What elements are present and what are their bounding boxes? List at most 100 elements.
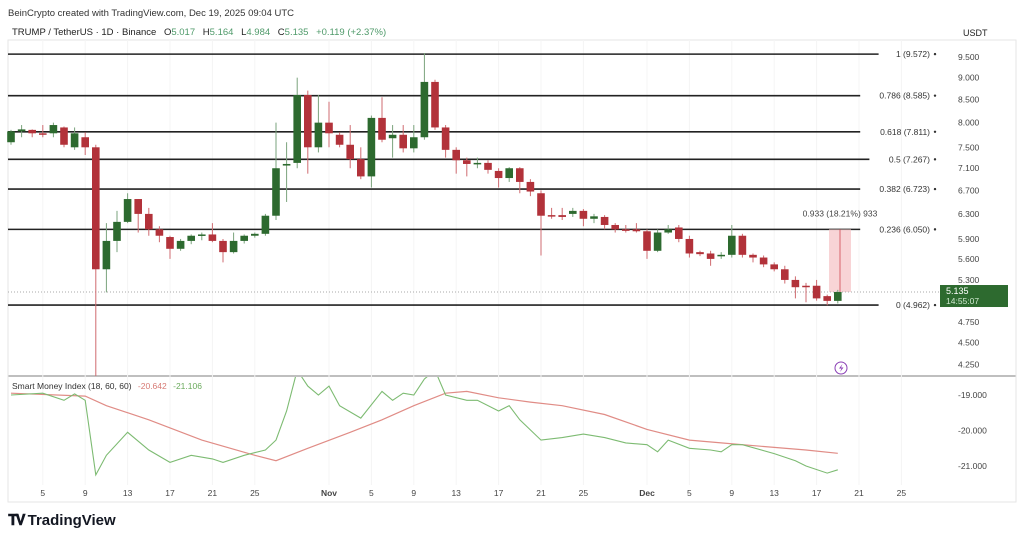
candle[interactable] [293, 77, 301, 169]
candle[interactable] [102, 223, 111, 293]
candle-body [431, 81, 439, 128]
candle[interactable] [420, 52, 429, 140]
time-tick-label: 17 [494, 488, 504, 498]
candle[interactable] [463, 157, 471, 177]
candle[interactable] [505, 167, 513, 182]
candle-body [346, 144, 354, 160]
candle[interactable] [410, 125, 418, 153]
candle[interactable] [484, 160, 492, 174]
candle[interactable] [251, 232, 259, 238]
tradingview-logo: 𝐓𝐕 TradingView [8, 512, 116, 529]
candle[interactable] [781, 265, 789, 284]
candle[interactable] [357, 147, 365, 180]
candle-body [675, 227, 683, 239]
candle[interactable] [49, 122, 58, 138]
candle[interactable] [272, 122, 280, 221]
candle[interactable] [537, 190, 545, 256]
candle[interactable] [399, 125, 407, 153]
candle[interactable] [367, 115, 376, 188]
candle[interactable] [282, 142, 291, 202]
candle[interactable] [39, 125, 47, 138]
candle[interactable] [558, 207, 566, 221]
candle-body [791, 279, 800, 288]
candle[interactable] [643, 229, 651, 259]
candle[interactable] [123, 193, 132, 224]
candle[interactable] [335, 132, 344, 148]
candle-body [293, 95, 301, 163]
candle[interactable] [664, 224, 672, 234]
candle[interactable] [749, 253, 757, 263]
candle[interactable] [728, 224, 736, 258]
candle[interactable] [717, 252, 725, 259]
fib-level-label: 0.786 (8.585) [879, 91, 930, 101]
candle[interactable] [675, 224, 683, 243]
candle[interactable] [706, 250, 715, 266]
candle[interactable] [378, 97, 386, 143]
candle[interactable] [802, 282, 810, 303]
candle[interactable] [7, 129, 15, 145]
candle[interactable] [823, 294, 831, 306]
candle[interactable] [590, 213, 598, 224]
candle[interactable] [441, 125, 450, 158]
candle[interactable] [791, 276, 800, 299]
candle-body [696, 252, 704, 255]
candle[interactable] [834, 289, 842, 304]
candle[interactable] [569, 207, 577, 217]
candle[interactable] [770, 262, 778, 272]
candle[interactable] [812, 279, 821, 301]
fib-marker [933, 52, 937, 56]
candle[interactable] [685, 235, 694, 258]
candle[interactable] [452, 147, 460, 174]
candle[interactable] [473, 157, 482, 169]
candle[interactable] [198, 232, 206, 241]
candle[interactable] [547, 207, 556, 219]
candle-body [600, 216, 609, 225]
smi-signal-line [10, 390, 838, 462]
candle[interactable] [738, 233, 747, 258]
candle[interactable] [579, 209, 588, 227]
candle[interactable] [494, 168, 503, 188]
candle[interactable] [70, 127, 79, 150]
candle[interactable] [219, 238, 227, 263]
candle[interactable] [653, 229, 662, 253]
price-tick-label: 9.000 [958, 73, 980, 83]
candle[interactable] [611, 223, 619, 233]
candle[interactable] [28, 129, 36, 138]
candle[interactable] [155, 226, 164, 243]
candle[interactable] [240, 234, 248, 244]
indicator-legend[interactable]: Smart Money Index (18, 60, 60) -20.642 -… [12, 381, 202, 391]
candle[interactable] [600, 215, 609, 230]
candle[interactable] [696, 250, 704, 257]
candle[interactable] [113, 210, 121, 253]
candle[interactable] [759, 255, 768, 268]
candle[interactable] [632, 223, 641, 233]
lightning-icon[interactable] [834, 361, 848, 375]
high-value: 5.164 [209, 27, 234, 38]
candle[interactable] [516, 167, 524, 194]
candle[interactable] [229, 232, 238, 254]
candle[interactable] [134, 199, 142, 233]
candle[interactable] [81, 132, 89, 156]
candle[interactable] [60, 126, 68, 148]
candle[interactable] [17, 125, 26, 138]
indicator-smi-value: -21.106 [173, 381, 202, 391]
candle[interactable] [314, 95, 323, 153]
candle[interactable] [304, 90, 312, 174]
candle[interactable] [325, 101, 333, 148]
candle[interactable] [208, 223, 217, 243]
candle[interactable] [261, 213, 270, 236]
candle[interactable] [176, 238, 185, 251]
candle[interactable] [145, 207, 153, 236]
candle[interactable] [622, 224, 630, 233]
candle[interactable] [388, 125, 397, 158]
candle[interactable] [187, 234, 195, 245]
candle[interactable] [166, 235, 174, 259]
tradingview-logo-icon: 𝐓𝐕 [8, 512, 26, 529]
candle[interactable] [346, 125, 354, 169]
candle[interactable] [431, 79, 439, 130]
price-tick-label: 8.000 [958, 118, 980, 128]
candle-body [145, 213, 153, 230]
candle[interactable] [92, 144, 100, 376]
candle[interactable] [526, 179, 535, 197]
